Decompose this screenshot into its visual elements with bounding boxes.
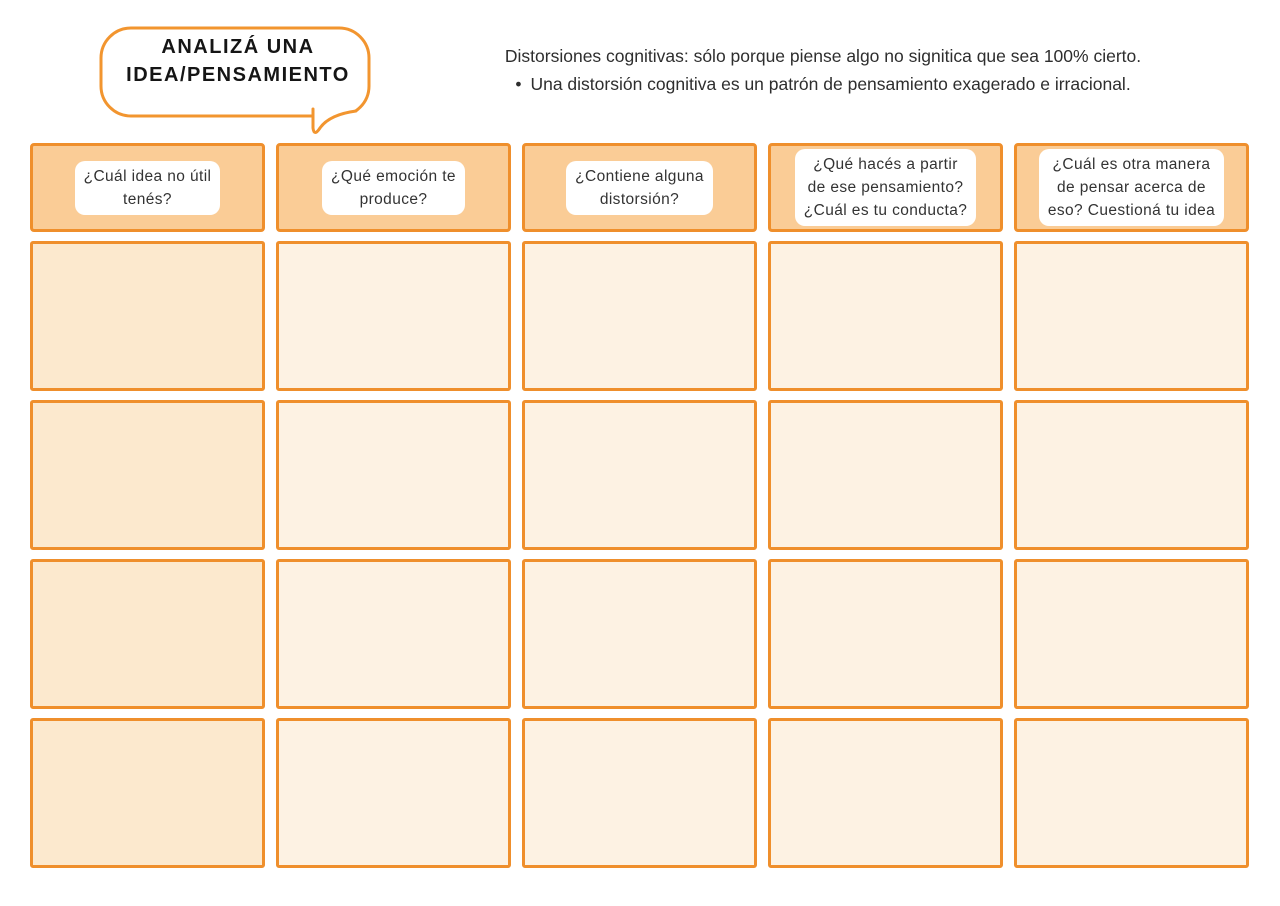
header-cell-distorsion: ¿Contiene alguna distorsión? <box>522 143 757 232</box>
header-cell-emocion: ¿Qué emoción te produce? <box>276 143 511 232</box>
table-cell <box>522 559 757 709</box>
table-cell <box>1014 400 1249 550</box>
header-label: ¿Contiene alguna distorsión? <box>566 160 713 215</box>
intro-text: Distorsiones cognitivas: sólo porque pie… <box>418 42 1228 98</box>
table-cell <box>768 718 1003 868</box>
intro-line2-text: Una distorsión cognitiva es un patrón de… <box>530 74 1131 94</box>
header-line: ¿Cuál es otra manera <box>1052 156 1211 173</box>
header-line: de pensar acerca de <box>1057 179 1206 196</box>
table-cell <box>522 718 757 868</box>
header-line: ¿Cuál idea no útil <box>83 167 212 185</box>
table-cell <box>276 718 511 868</box>
header-cell-conducta: ¿Qué hacés a partir de ese pensamiento? … <box>768 143 1003 232</box>
page-title: ANALIZÁ UNA IDEA/PENSAMIENTO <box>93 16 383 89</box>
table-cell <box>30 718 265 868</box>
intro-line1: Distorsiones cognitivas: sólo porque pie… <box>504 46 1142 66</box>
speech-bubble-icon <box>99 26 371 134</box>
table-cell <box>1014 241 1249 391</box>
header-line: distorsión? <box>599 190 680 208</box>
header-label: ¿Cuál es otra manera de pensar acerca de… <box>1038 149 1225 226</box>
header-label: ¿Qué hacés a partir de ese pensamiento? … <box>794 149 977 226</box>
header-label: ¿Cuál idea no útil tenés? <box>74 160 221 215</box>
header-line: ¿Contiene alguna <box>575 167 704 185</box>
table-cell <box>30 241 265 391</box>
header-line: eso? Cuestioná tu idea <box>1047 202 1216 219</box>
header-line: ¿Cuál es tu conducta? <box>803 202 968 219</box>
table-cell <box>276 241 511 391</box>
page-title-line1: ANALIZÁ UNA <box>161 36 315 58</box>
header-line: de ese pensamiento? <box>807 179 964 196</box>
table-cell <box>30 400 265 550</box>
table-cell <box>522 241 757 391</box>
table-cell <box>522 400 757 550</box>
table-cell <box>276 559 511 709</box>
header-line: ¿Qué hacés a partir <box>813 156 958 173</box>
intro-line2: • Una distorsión cognitiva es un patrón d… <box>418 70 1228 98</box>
worksheet-grid: ¿Cuál idea no útil tenés? ¿Qué emoción t… <box>30 143 1249 868</box>
page-title-line2: IDEA/PENSAMIENTO <box>126 64 350 86</box>
header-line: ¿Qué emoción te <box>331 167 456 185</box>
bullet-icon: • <box>515 74 522 94</box>
table-cell <box>768 559 1003 709</box>
table-cell <box>1014 718 1249 868</box>
header-cell-otra-manera: ¿Cuál es otra manera de pensar acerca de… <box>1014 143 1249 232</box>
table-cell <box>276 400 511 550</box>
table-cell <box>30 559 265 709</box>
header-line: tenés? <box>123 190 172 208</box>
table-cell <box>768 241 1003 391</box>
header-label: ¿Qué emoción te produce? <box>322 160 465 215</box>
header-line: produce? <box>359 190 428 208</box>
table-cell <box>768 400 1003 550</box>
header-cell-idea: ¿Cuál idea no útil tenés? <box>30 143 265 232</box>
table-cell <box>1014 559 1249 709</box>
